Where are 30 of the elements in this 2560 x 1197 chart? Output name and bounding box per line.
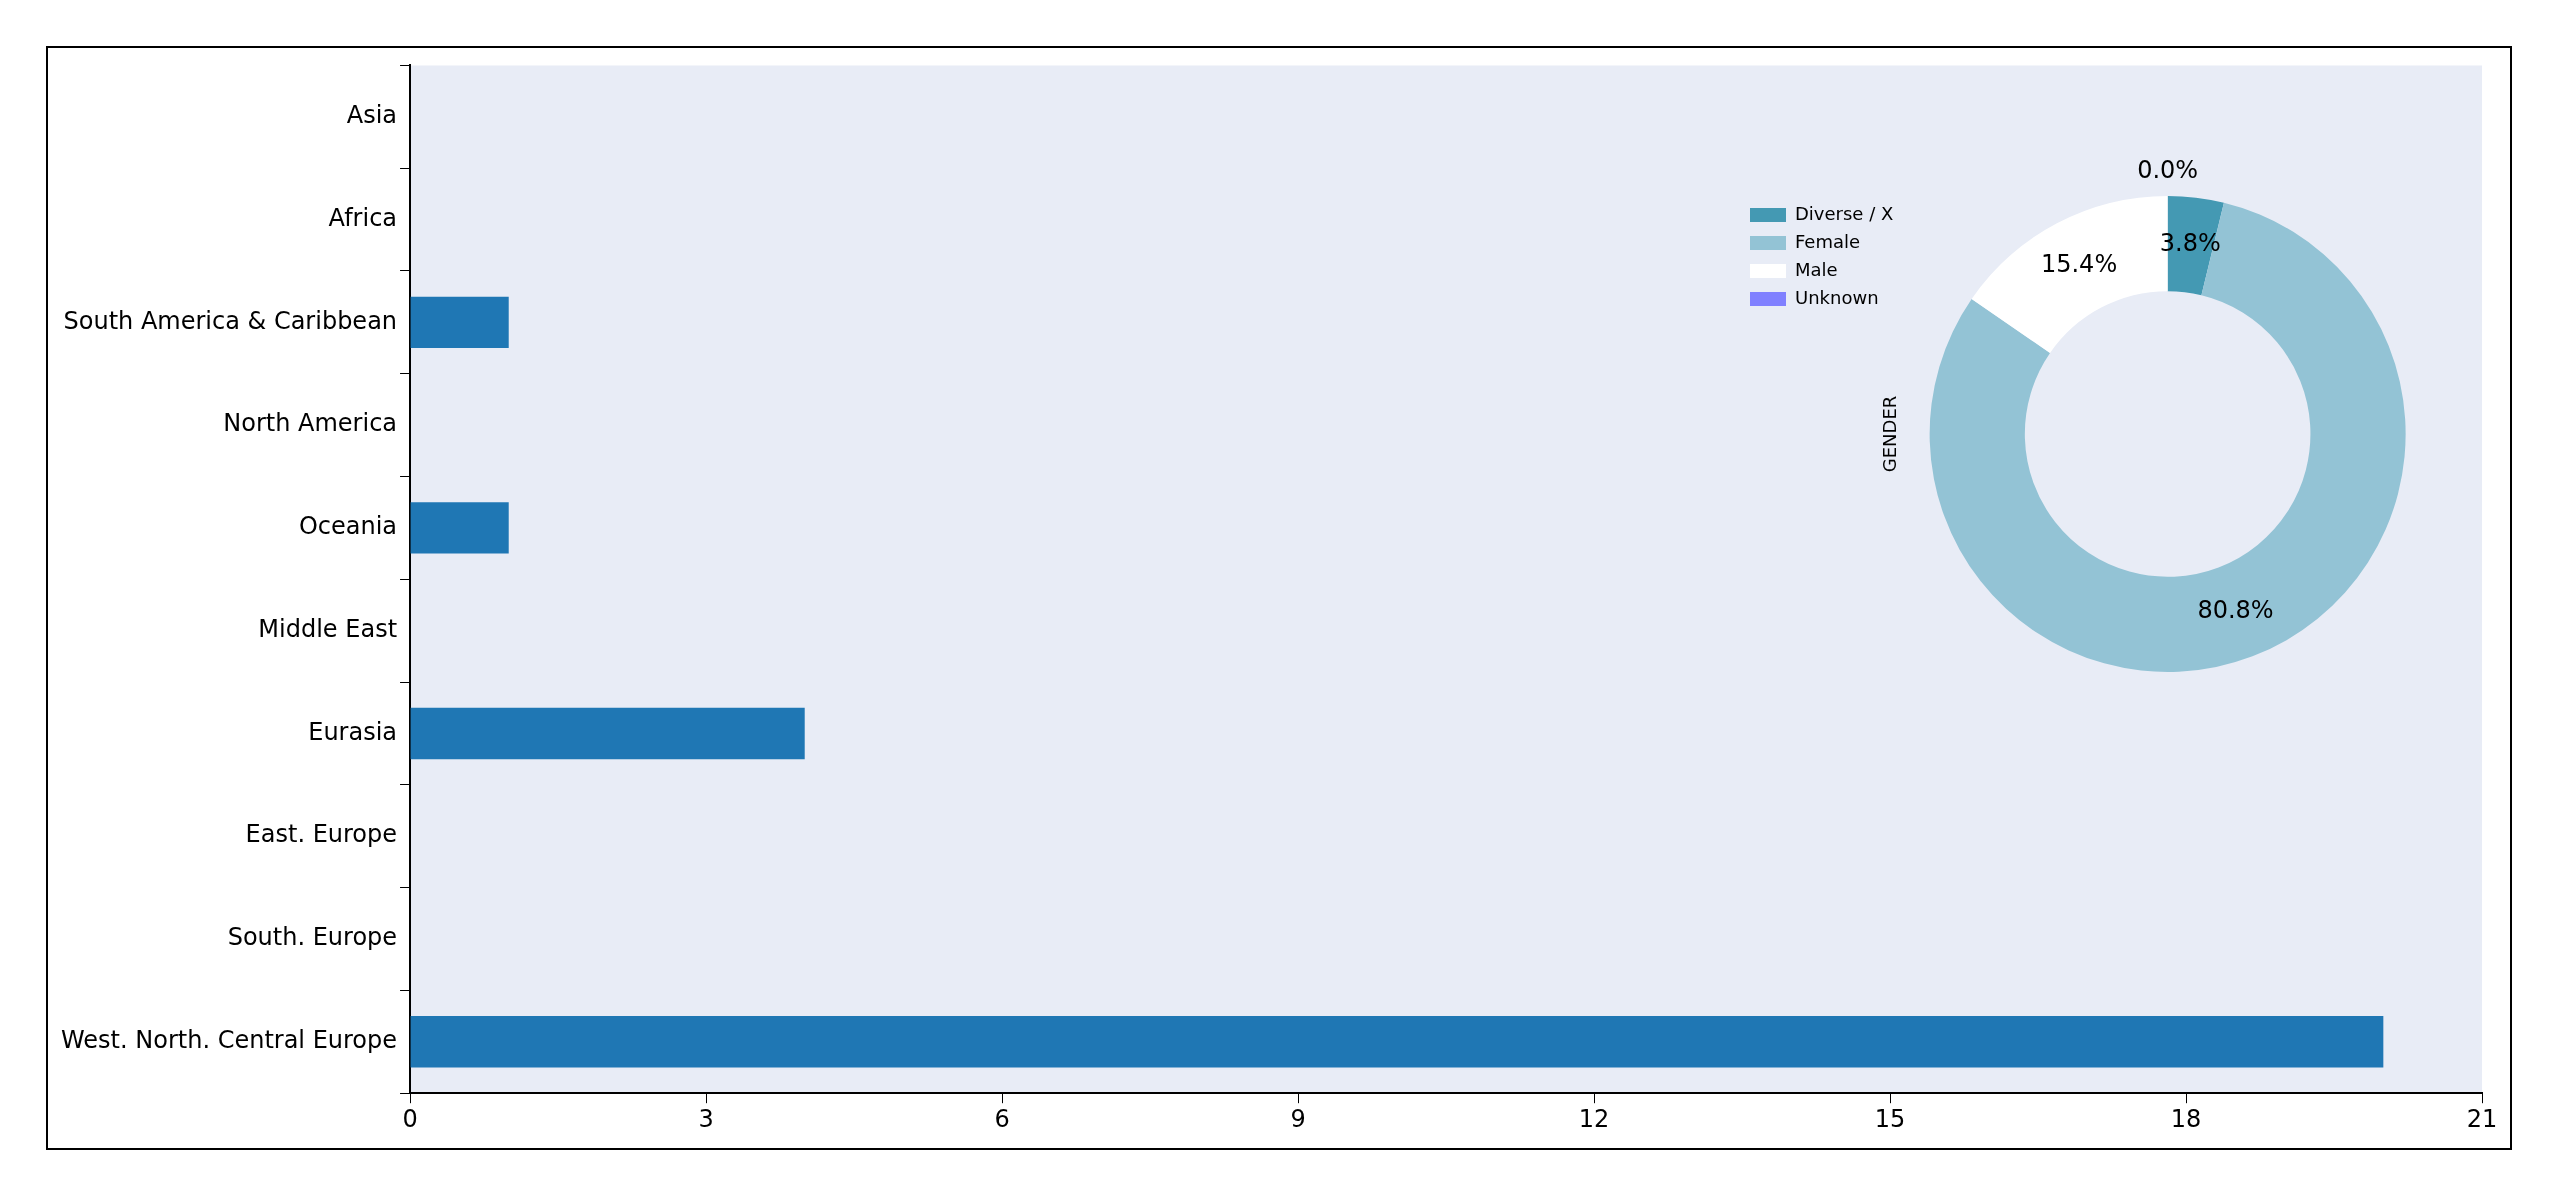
bar xyxy=(410,1016,2384,1068)
y-tick-label: Middle East xyxy=(258,614,398,643)
legend-label: Unknown xyxy=(1795,286,1879,308)
legend-label: Male xyxy=(1795,258,1838,280)
y-tick-label: South. Europe xyxy=(227,923,398,952)
legend-label: Female xyxy=(1795,230,1861,252)
legend-label: Diverse / X xyxy=(1795,202,1894,224)
y-tick-label: Eurasia xyxy=(308,717,398,746)
bar xyxy=(410,296,509,349)
data-label: 15.4% xyxy=(2040,249,2118,278)
x-tick-label: 9 xyxy=(1290,1104,1306,1133)
x-tick-label: 3 xyxy=(698,1104,714,1133)
y-tick-label: West. North. Central Europe xyxy=(61,1026,398,1055)
x-tick-label: 21 xyxy=(2466,1104,2498,1133)
x-tick-label: 6 xyxy=(994,1104,1010,1133)
y-tick-label: North America xyxy=(223,409,398,438)
data-label: 80.8% xyxy=(2197,596,2274,625)
x-tick-label: 18 xyxy=(2170,1104,2202,1133)
y-tick-label: Africa xyxy=(328,203,398,232)
y-tick-label: South America & Caribbean xyxy=(63,306,398,335)
x-tick-label: 15 xyxy=(1874,1104,1906,1133)
bar xyxy=(410,707,805,760)
x-tick-label: 12 xyxy=(1578,1104,1610,1133)
y-tick-label: Asia xyxy=(346,101,398,130)
y-tick-label: East. Europe xyxy=(245,820,398,849)
bar xyxy=(410,502,509,554)
x-tick-label: 0 xyxy=(402,1104,418,1133)
y-tick-label: Oceania xyxy=(298,512,398,541)
text: GENDER xyxy=(1878,395,1900,473)
text: 0.0% xyxy=(2137,156,2199,185)
